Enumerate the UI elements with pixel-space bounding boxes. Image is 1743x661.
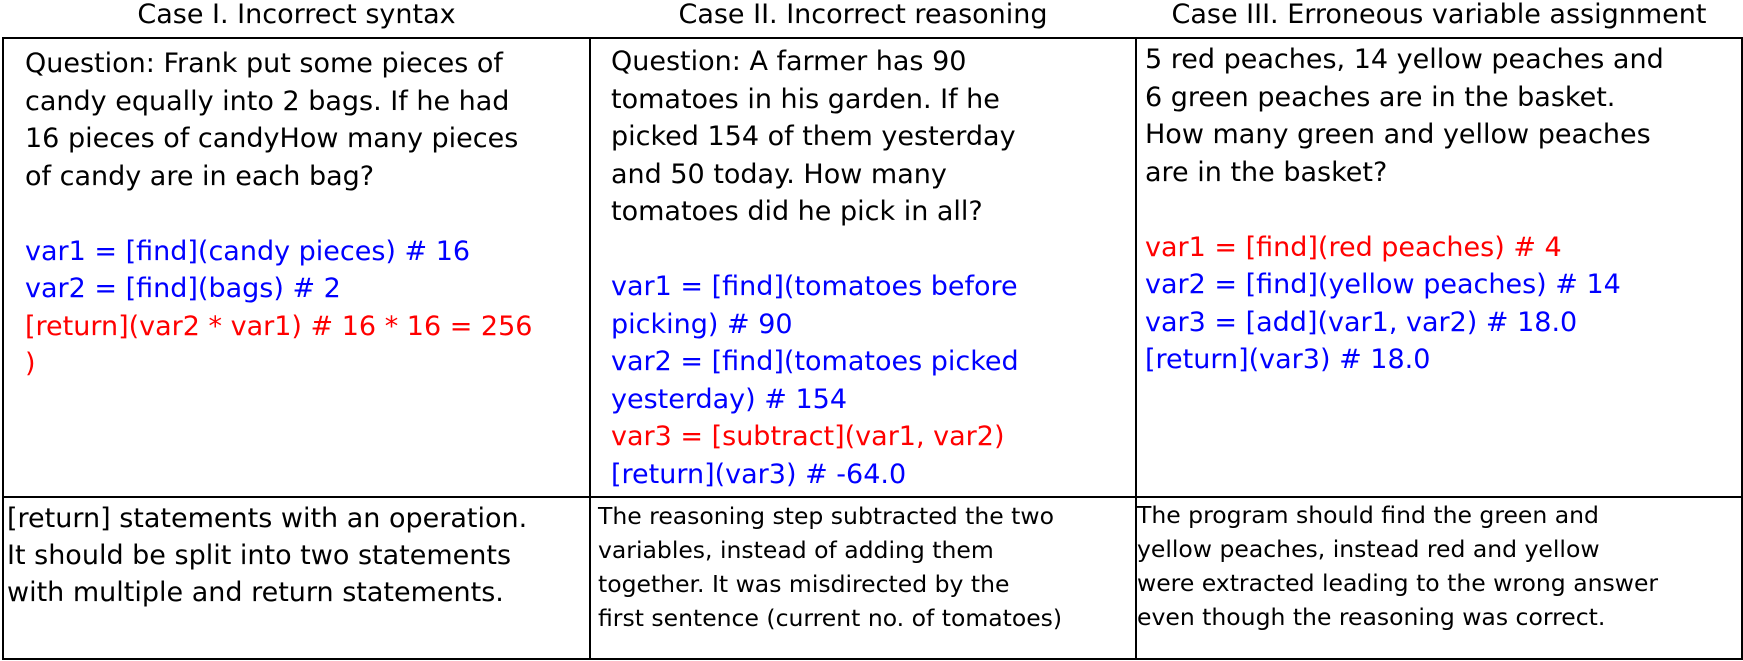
case-title: Case I. Incorrect syntax bbox=[137, 0, 456, 30]
code-line: var1 = [find](candy pieces) # 16 bbox=[25, 235, 471, 267]
code-line: var2 = [find](bags) # 2 bbox=[25, 273, 341, 304]
code-line: [return](var3) # -64.0 bbox=[611, 458, 907, 490]
explanation-cell: The program should find the green and yel… bbox=[1135, 496, 1743, 660]
code-line: var1 = [find](red peaches) # 4 bbox=[1145, 231, 1562, 263]
explanation-line: yellow peaches, instead red and yellow bbox=[1137, 535, 1600, 563]
case-title: Case II. Incorrect reasoning bbox=[678, 0, 1048, 30]
explanation-cell: The reasoning step subtracted the two var… bbox=[589, 496, 1137, 660]
code-line: var1 = [find](tomatoes before bbox=[611, 271, 1018, 302]
explanation-line: together. It was misdirected by the bbox=[598, 570, 1010, 598]
code-line: yesterday) # 154 bbox=[611, 383, 847, 415]
question-line: and 50 today. How many bbox=[611, 158, 947, 190]
code-line: var3 = [add](var1, var2) # 18.0 bbox=[1145, 306, 1578, 338]
question-line: Question: A farmer has 90 bbox=[611, 46, 967, 77]
question-line: are in the basket? bbox=[1145, 156, 1388, 188]
question-line: of candy are in each bag? bbox=[25, 160, 375, 192]
question-line: How many green and yellow peaches bbox=[1145, 119, 1651, 150]
question-line: candy equally into 2 bags. If he had bbox=[25, 85, 510, 117]
code-line: ) bbox=[25, 348, 36, 379]
explanation-line: It should be split into two statements bbox=[7, 540, 512, 571]
code-line: var2 = [find](tomatoes picked bbox=[611, 346, 1019, 377]
case-title: Case III. Erroneous variable assignment bbox=[1171, 0, 1707, 30]
code-line: var3 = [subtract](var1, var2) bbox=[611, 421, 1005, 452]
code-line: var2 = [find](yellow peaches) # 14 bbox=[1145, 269, 1621, 300]
example-cell: Question: Frank put some pieces of candy … bbox=[2, 37, 591, 498]
question-line: 16 pieces of candyHow many pieces bbox=[25, 123, 519, 154]
spacer bbox=[611, 231, 1135, 269]
explanation-line: first sentence (current no. of tomatoes) bbox=[598, 604, 1063, 632]
question-line: tomatoes in his garden. If he bbox=[611, 83, 1000, 115]
explanation-line: The program should find the green and bbox=[1137, 501, 1599, 529]
explanation-line: with multiple and return statements. bbox=[7, 577, 504, 608]
question-line: 6 green peaches are in the basket. bbox=[1145, 81, 1616, 113]
explanation-line: [return] statements with an operation. bbox=[7, 503, 528, 534]
question-line: picked 154 of them yesterday bbox=[611, 121, 1016, 152]
code-line: [return](var3) # 18.0 bbox=[1145, 344, 1431, 375]
example-cell: 5 red peaches, 14 yellow peaches and 6 gr… bbox=[1135, 37, 1743, 498]
explanation-line: even though the reasoning was correct. bbox=[1137, 603, 1606, 631]
question-line: Question: Frank put some pieces of bbox=[25, 48, 503, 79]
question-line: tomatoes did he pick in all? bbox=[611, 196, 983, 227]
explanation-line: The reasoning step subtracted the two bbox=[598, 502, 1054, 530]
spacer bbox=[25, 195, 589, 233]
explanation-cell: [return] statements with an operation. It… bbox=[2, 496, 591, 660]
spacer bbox=[1145, 191, 1741, 229]
explanation-line: were extracted leading to the wrong answ… bbox=[1137, 569, 1659, 597]
explanation-line: variables, instead of adding them bbox=[598, 536, 994, 564]
question-line: 5 red peaches, 14 yellow peaches and bbox=[1145, 44, 1664, 75]
code-line: picking) # 90 bbox=[611, 308, 793, 340]
example-cell: Question: A farmer has 90 tomatoes in his… bbox=[589, 37, 1137, 498]
code-line: [return](var2 * var1) # 16 * 16 = 256 bbox=[25, 310, 533, 342]
